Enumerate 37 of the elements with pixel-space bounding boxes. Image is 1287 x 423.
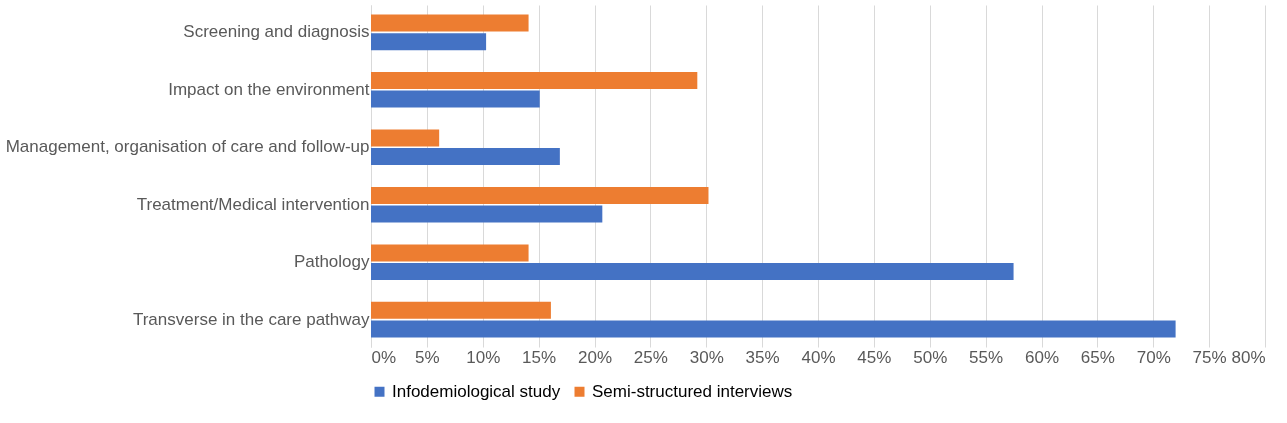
bar bbox=[371, 14, 529, 32]
y-tick-label: Treatment/Medical intervention bbox=[136, 194, 370, 214]
x-tick-label: 30% bbox=[689, 347, 724, 367]
x-tick-label: 40% bbox=[801, 347, 836, 367]
x-tick-label: 70% bbox=[1136, 347, 1171, 367]
bar bbox=[371, 90, 540, 108]
legend-label: Semi-structured interviews bbox=[592, 381, 793, 401]
bar bbox=[371, 301, 551, 319]
x-tick-label: 0% bbox=[371, 347, 397, 367]
bar bbox=[371, 263, 1014, 281]
x-tick-label: 75% bbox=[1192, 347, 1227, 367]
x-tick-label: 25% bbox=[633, 347, 668, 367]
bar bbox=[371, 71, 698, 89]
y-tick-label: Screening and diagnosis bbox=[183, 22, 370, 42]
bar bbox=[371, 244, 529, 262]
y-tick-label: Management, organisation of care and follow-up bbox=[5, 137, 370, 157]
y-tick-label: Transverse in the care pathway bbox=[132, 309, 370, 329]
x-tick-label: 20% bbox=[577, 347, 613, 367]
legend-label: Infodemiological study bbox=[392, 381, 561, 401]
x-tick-label: 45% bbox=[857, 347, 892, 367]
y-tick-label: Pathology bbox=[293, 252, 370, 272]
bar bbox=[371, 320, 1176, 338]
x-tick-label: 15% bbox=[522, 347, 557, 367]
x-tick-label: 50% bbox=[913, 347, 948, 367]
bar bbox=[371, 148, 560, 166]
bar bbox=[371, 186, 709, 204]
bar bbox=[371, 205, 603, 223]
x-tick-label: 10% bbox=[466, 347, 501, 367]
x-tick-label: 60% bbox=[1024, 347, 1060, 367]
x-tick-label: 80% bbox=[1231, 347, 1266, 367]
x-tick-label: 65% bbox=[1080, 347, 1115, 367]
x-tick-label: 5% bbox=[415, 347, 440, 367]
x-tick-label: 55% bbox=[969, 347, 1004, 367]
bar bbox=[371, 33, 487, 51]
x-tick-label: 35% bbox=[745, 347, 780, 367]
bar bbox=[371, 129, 440, 147]
y-tick-label: Impact on the environment bbox=[168, 79, 370, 99]
